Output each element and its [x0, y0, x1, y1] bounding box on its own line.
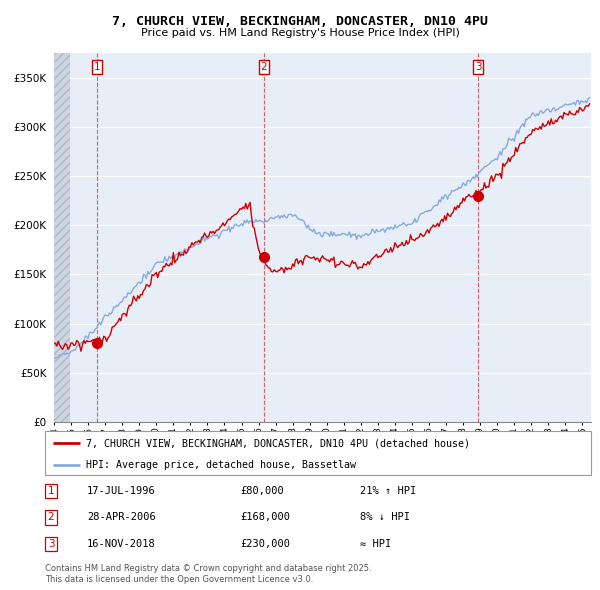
Text: 3: 3: [47, 539, 55, 549]
Text: HPI: Average price, detached house, Bassetlaw: HPI: Average price, detached house, Bass…: [86, 460, 356, 470]
Text: Contains HM Land Registry data © Crown copyright and database right 2025.: Contains HM Land Registry data © Crown c…: [45, 565, 371, 573]
Text: 28-APR-2006: 28-APR-2006: [87, 513, 156, 522]
Text: 1: 1: [47, 486, 55, 496]
FancyBboxPatch shape: [45, 431, 591, 475]
Text: 8% ↓ HPI: 8% ↓ HPI: [360, 513, 410, 522]
Text: £230,000: £230,000: [240, 539, 290, 549]
Text: 1: 1: [94, 63, 101, 73]
Bar: [54, 53, 70, 422]
Text: 3: 3: [475, 63, 481, 73]
Text: 7, CHURCH VIEW, BECKINGHAM, DONCASTER, DN10 4PU: 7, CHURCH VIEW, BECKINGHAM, DONCASTER, D…: [112, 15, 488, 28]
Text: 17-JUL-1996: 17-JUL-1996: [87, 486, 156, 496]
Text: £168,000: £168,000: [240, 513, 290, 522]
Text: 7, CHURCH VIEW, BECKINGHAM, DONCASTER, DN10 4PU (detached house): 7, CHURCH VIEW, BECKINGHAM, DONCASTER, D…: [86, 438, 470, 448]
Text: £80,000: £80,000: [240, 486, 284, 496]
Text: 21% ↑ HPI: 21% ↑ HPI: [360, 486, 416, 496]
Text: ≈ HPI: ≈ HPI: [360, 539, 391, 549]
Text: 2: 2: [47, 513, 55, 522]
Text: 16-NOV-2018: 16-NOV-2018: [87, 539, 156, 549]
Text: 2: 2: [261, 63, 268, 73]
Text: Price paid vs. HM Land Registry's House Price Index (HPI): Price paid vs. HM Land Registry's House …: [140, 28, 460, 38]
Text: This data is licensed under the Open Government Licence v3.0.: This data is licensed under the Open Gov…: [45, 575, 313, 584]
